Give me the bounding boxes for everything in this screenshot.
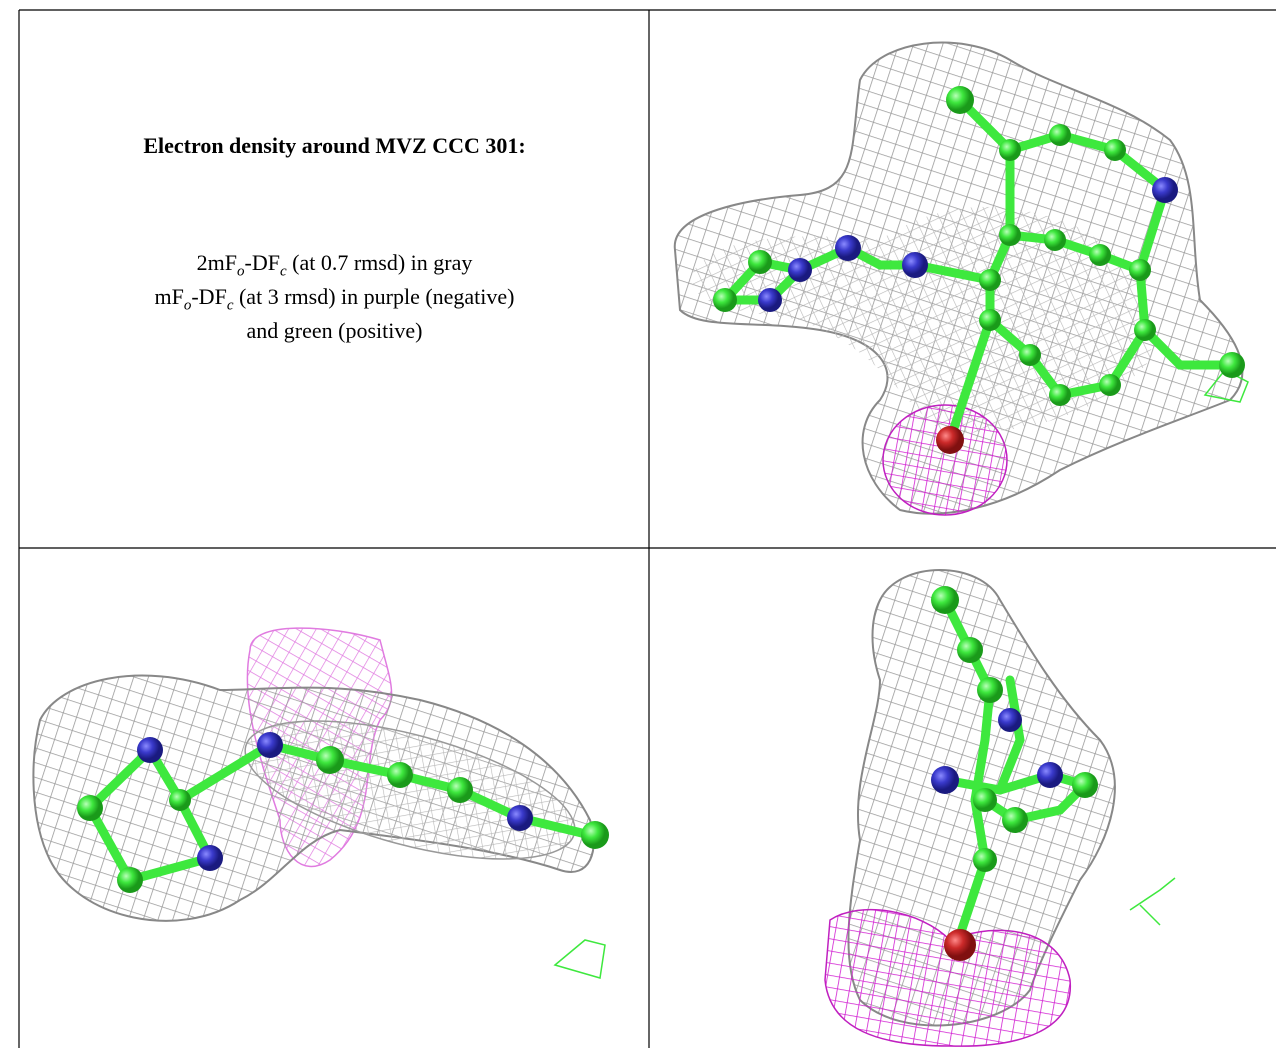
caption-line: and green (positive)	[20, 318, 649, 344]
caption-title: Electron density around MVZ CCC 301:	[20, 133, 649, 159]
caption-text: -DF	[191, 284, 226, 309]
caption-text: 2mF	[197, 250, 237, 275]
density-view-top	[675, 43, 1248, 515]
figure-page: Electron density around MVZ CCC 301: 2mF…	[0, 0, 1276, 1048]
caption-text: -DF	[245, 250, 280, 275]
caption-subscript: c	[280, 263, 287, 279]
caption-text: (at 0.7 rmsd) in gray	[287, 250, 473, 275]
caption-text: (at 3 rmsd) in purple (negative)	[233, 284, 514, 309]
caption-text: mF	[155, 284, 184, 309]
density-view-end	[825, 570, 1175, 1046]
caption-line: 2mFo-DFc (at 0.7 rmsd) in gray	[20, 250, 649, 280]
density-view-side	[33, 628, 609, 978]
caption-subscript: o	[237, 263, 245, 279]
caption-line: mFo-DFc (at 3 rmsd) in purple (negative)	[20, 284, 649, 314]
